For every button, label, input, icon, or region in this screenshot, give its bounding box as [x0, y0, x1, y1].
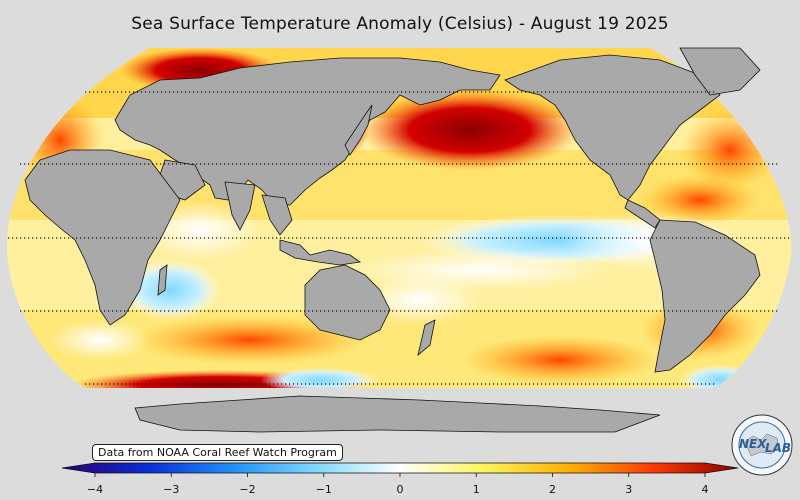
map-title: Sea Surface Temperature Anomaly (Celsius…	[131, 14, 669, 34]
madagascar-landmass	[157, 264, 168, 296]
colorbar-tick-label: −2	[239, 483, 256, 496]
land-layer	[24, 47, 761, 433]
colorbar-tick-label: 2	[549, 483, 556, 496]
colorbar-gradient	[61, 462, 739, 474]
africa-landmass	[24, 149, 181, 326]
south-america-landmass	[649, 219, 761, 373]
greenland-landmass	[679, 47, 761, 96]
graticule	[8, 91, 792, 385]
central-america-landmass	[624, 199, 661, 229]
data-credit-box: Data from NOAA Coral Reef Watch Program	[92, 444, 343, 461]
india-landmass	[224, 181, 256, 231]
colorbar-tick-label: 1	[472, 483, 480, 496]
southeast-asia-landmass	[261, 194, 293, 236]
colorbar-tick-label: 0	[396, 483, 404, 496]
australia-landmass	[304, 264, 391, 341]
colorbar-tick-label: −3	[163, 483, 180, 496]
colorbar-tick-label: −4	[86, 483, 104, 496]
nexlab-globe-icon: NEX LAB	[731, 414, 793, 476]
indonesia-landmass	[279, 239, 362, 266]
logo-text-left: NEX	[739, 437, 767, 451]
colorbar-tick-label: −1	[315, 483, 332, 496]
new-zealand-landmass	[417, 319, 436, 357]
antarctica-landmass	[134, 395, 661, 433]
colorbar-tick-label: 4	[701, 483, 709, 496]
colorbar	[61, 462, 739, 477]
colorbar-ticks	[94, 473, 706, 477]
logo-text-right: LAB	[765, 441, 791, 455]
colorbar-tick-label: 3	[625, 483, 633, 496]
japan-landmass	[344, 104, 373, 156]
